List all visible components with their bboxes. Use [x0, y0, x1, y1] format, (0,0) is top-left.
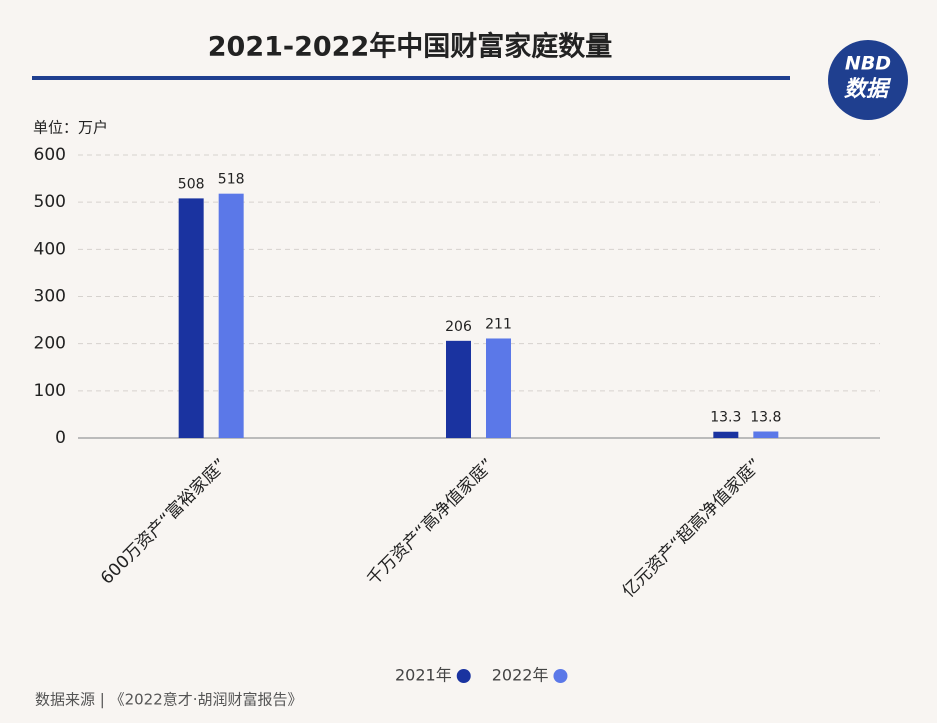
- value-label: 518: [218, 172, 245, 188]
- unit-label: 单位：万户: [33, 119, 108, 137]
- title-rule: [32, 76, 790, 80]
- value-label: 211: [485, 316, 512, 332]
- x-tick-label: 亿元资产“超高净值家庭”: [619, 455, 766, 602]
- x-tick-label: 600万资产“富裕家庭”: [97, 455, 231, 589]
- value-label: 13.8: [750, 409, 781, 425]
- y-tick-label: 100: [34, 381, 66, 401]
- bar: [753, 431, 779, 438]
- value-label: 508: [178, 176, 205, 192]
- bar: [178, 198, 204, 438]
- bar: [713, 431, 739, 438]
- legend-label: 2021年: [395, 666, 452, 685]
- y-tick-label: 600: [34, 145, 66, 165]
- legend-swatch: [456, 669, 471, 683]
- bar: [218, 193, 244, 438]
- y-tick-label: 300: [34, 287, 66, 307]
- chart-title: 2021-2022年中国财富家庭数量: [208, 31, 613, 63]
- value-label: 13.3: [710, 410, 741, 426]
- y-tick-label: 200: [34, 334, 66, 354]
- source: 数据来源 | 《2022意才·胡润财富报告》: [35, 691, 303, 709]
- y-tick-label: 500: [34, 192, 66, 212]
- legend-label: 2022年: [492, 666, 549, 685]
- y-tick-label: 0: [55, 428, 66, 448]
- bar: [486, 338, 511, 438]
- bar: [446, 340, 471, 438]
- logo-text: 数据: [844, 77, 892, 102]
- legend-swatch: [553, 669, 568, 683]
- y-tick-label: 400: [34, 239, 66, 259]
- logo-text: NBD: [845, 53, 891, 75]
- logo: [828, 40, 908, 120]
- value-label: 206: [445, 319, 472, 335]
- x-tick-label: 千万资产“高净值家庭”: [363, 455, 498, 590]
